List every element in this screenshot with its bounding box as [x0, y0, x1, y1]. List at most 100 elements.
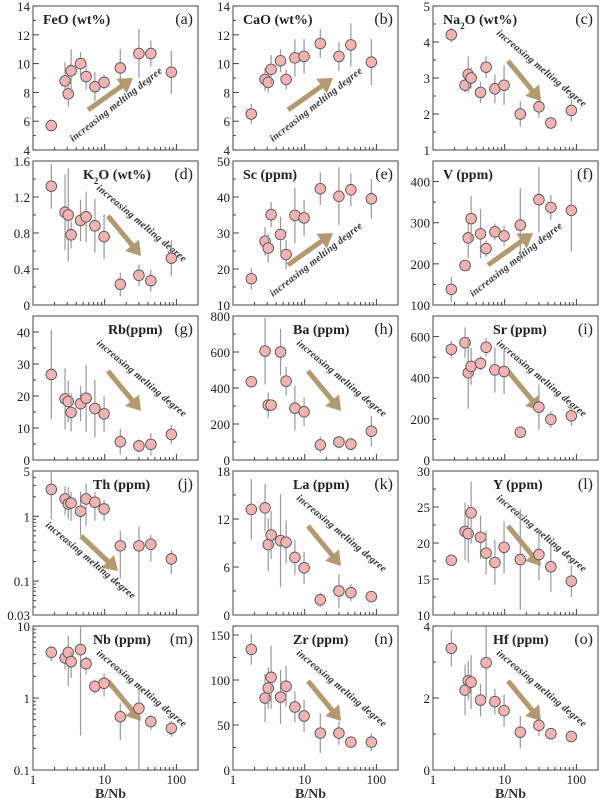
x-tick-label: 1 [230, 772, 237, 787]
data-point [98, 76, 110, 89]
panel-title: Ba (ppm) [293, 323, 350, 338]
data-point [445, 283, 458, 296]
y-tick-label: 600 [211, 345, 231, 360]
data-point [314, 727, 327, 739]
data-point [474, 86, 487, 99]
x-tick-label: 10 [98, 772, 111, 787]
trend-arrow-label: increasing melting degree [94, 183, 189, 265]
data-point [280, 375, 292, 387]
data-point [98, 677, 110, 690]
data-point [545, 413, 557, 426]
data-point [62, 88, 74, 100]
data-point [245, 375, 258, 388]
data-point [314, 594, 327, 606]
y-tick-label: 30 [217, 226, 230, 241]
y-tick-label: 0 [224, 763, 231, 778]
y-tick-label: 10 [17, 57, 30, 72]
data-point [133, 702, 145, 715]
data-point [489, 695, 501, 708]
y-tick-label: 600 [411, 330, 431, 345]
data-point [265, 399, 277, 411]
y-tick-label: 10 [17, 421, 30, 436]
data-point [289, 551, 301, 564]
y-tick-label: 10 [217, 298, 230, 313]
data-point [45, 180, 58, 192]
data-point [165, 252, 178, 264]
data-point [462, 232, 474, 244]
data-point [565, 104, 578, 117]
y-tick-label: 100 [211, 673, 231, 688]
y-tick-label: 0.8 [14, 226, 30, 241]
data-point [114, 710, 127, 723]
panel-tag: (l) [578, 476, 593, 493]
panel-tag: (a) [175, 11, 193, 28]
trend-arrow-shaft [286, 80, 328, 113]
x-axis-label: B/Nb [295, 787, 326, 798]
y-tick-label: 6 [224, 114, 231, 129]
data-point [298, 50, 310, 63]
data-point [265, 208, 277, 221]
data-point [298, 562, 310, 574]
y-tick-label: 50 [217, 718, 230, 733]
panel-tag: (h) [374, 321, 393, 338]
y-tick-label: 1 [424, 143, 431, 158]
plot-frame [432, 315, 599, 461]
trend-arrow-head [125, 239, 141, 256]
trend-arrow-head [325, 394, 341, 411]
y-tick-label: 0.4 [14, 262, 31, 277]
data-point [345, 586, 357, 599]
data-point [480, 341, 492, 354]
trend-arrow-label: increasing melting degree [43, 520, 138, 602]
y-tick-label: 20 [17, 389, 30, 404]
y-tick-label: 800 [211, 309, 231, 324]
y-tick-label: 12 [17, 28, 30, 43]
data-point [80, 211, 92, 223]
trend-arrow-head [325, 704, 341, 721]
data-point [289, 701, 301, 713]
trend-arrow-shaft [79, 534, 114, 568]
panel-tag: (f) [577, 166, 593, 183]
data-point [498, 365, 510, 378]
data-point [474, 228, 487, 240]
data-point [62, 395, 74, 408]
data-point [74, 57, 87, 70]
data-point [480, 242, 492, 255]
data-point [298, 212, 310, 224]
data-point [245, 108, 258, 120]
y-tick-label: 5 [424, 0, 431, 14]
data-point [333, 190, 345, 203]
data-point [114, 62, 127, 74]
data-point [74, 505, 87, 517]
data-point [133, 540, 145, 552]
panel-tag: (n) [374, 631, 393, 648]
y-tick-label: 20 [417, 536, 430, 551]
y-tick-label: 6 [224, 560, 231, 575]
trend-arrow-shaft [506, 679, 538, 717]
trend-arrow-label: increasing melting degree [94, 648, 189, 730]
data-point [533, 548, 545, 561]
x-tick-label: 1 [430, 772, 437, 787]
panel-title: V (ppm) [443, 168, 493, 183]
panel-tag: (c) [575, 11, 593, 28]
panel-tag: (m) [170, 631, 193, 648]
data-point [545, 561, 557, 573]
panel-h: 0 200 400 600 800 Ba (ppm) (h)increasing melti… [211, 309, 399, 468]
y-tick-label: 150 [211, 628, 231, 643]
data-point [280, 248, 292, 261]
y-tick-label: 1 [24, 509, 31, 524]
x-tick-label: 100 [167, 772, 187, 787]
data-point [565, 410, 578, 422]
data-point [480, 547, 492, 559]
data-point [114, 436, 127, 448]
panel-tag: (d) [174, 166, 193, 183]
y-tick-label: 20 [217, 262, 230, 277]
data-point [262, 538, 274, 551]
data-point [145, 47, 157, 60]
y-tick-label: 10 [217, 57, 230, 72]
data-point [462, 527, 474, 540]
y-tick-label: 12 [217, 512, 230, 527]
data-point [445, 29, 458, 41]
data-point [514, 553, 527, 566]
